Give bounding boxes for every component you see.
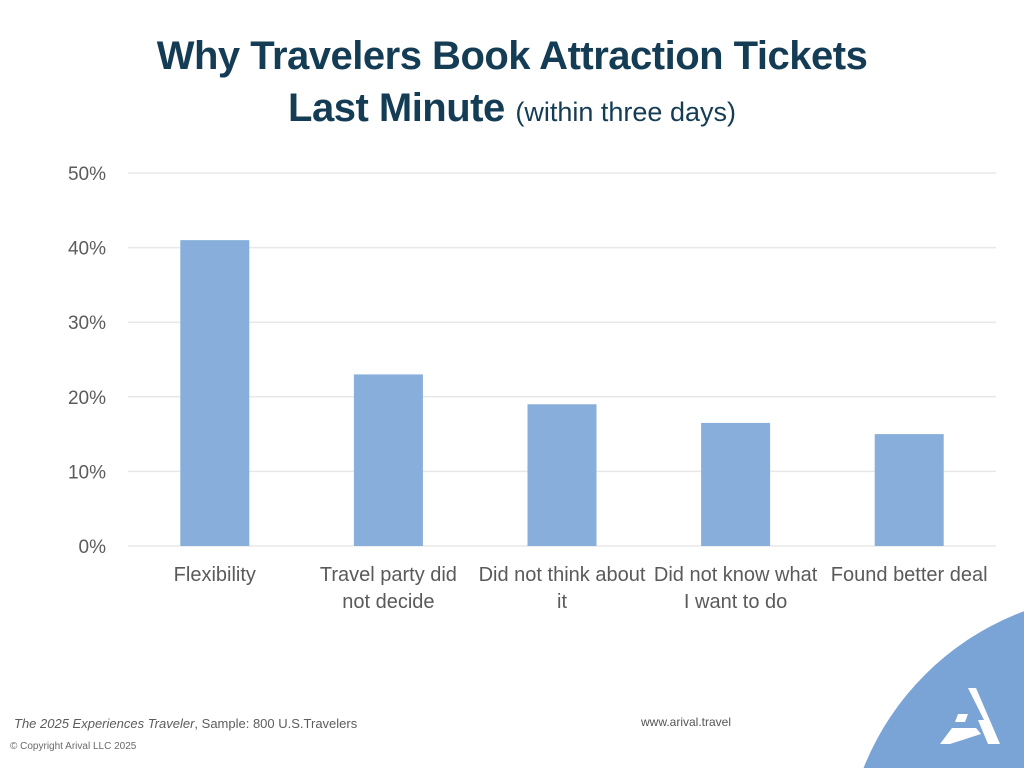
source-title: The 2025 Experiences Traveler: [14, 716, 195, 731]
bar: [527, 404, 597, 546]
x-category-label: Found better deal: [830, 564, 988, 586]
title-line-1: Why Travelers Book Attraction Tickets: [156, 34, 868, 78]
bar: [353, 374, 423, 546]
y-tick-label: 0%: [79, 537, 107, 558]
title-main: Last Minute: [288, 86, 505, 130]
y-tick-label: 30%: [68, 313, 106, 334]
chart-title: Why Travelers Book Attraction Tickets La…: [0, 30, 1024, 138]
bars: [180, 240, 944, 546]
x-category-label: Travel party did not decide: [319, 564, 457, 613]
website-link[interactable]: www.arival.travel: [641, 715, 732, 729]
x-category-label: Flexibility: [173, 564, 256, 586]
bar: [180, 240, 250, 546]
y-tick-label: 40%: [68, 239, 106, 260]
bar: [701, 422, 771, 546]
source-sample: , Sample: 800 U.S.Travelers: [194, 716, 358, 731]
title-line-2: Last Minute (within three days): [0, 82, 1024, 138]
arival-a-logo-icon: [940, 688, 1000, 744]
copyright: © Copyright Arival LLC 2025: [10, 741, 137, 752]
x-category-label: Did not know what I want to do: [653, 564, 818, 613]
y-axis-ticks: 0% 10% 20% 30% 40% 50%: [68, 164, 106, 558]
y-tick-label: 10%: [68, 462, 106, 483]
gridlines: [128, 172, 996, 547]
source-note: The 2025 Experiences Traveler, Sample: 8…: [14, 716, 357, 731]
y-tick-label: 20%: [68, 388, 106, 409]
x-category-label: Did not think about it: [478, 564, 646, 613]
bar: [874, 434, 944, 546]
title-subtitle: (within three days): [515, 97, 736, 127]
y-tick-label: 50%: [68, 164, 106, 185]
